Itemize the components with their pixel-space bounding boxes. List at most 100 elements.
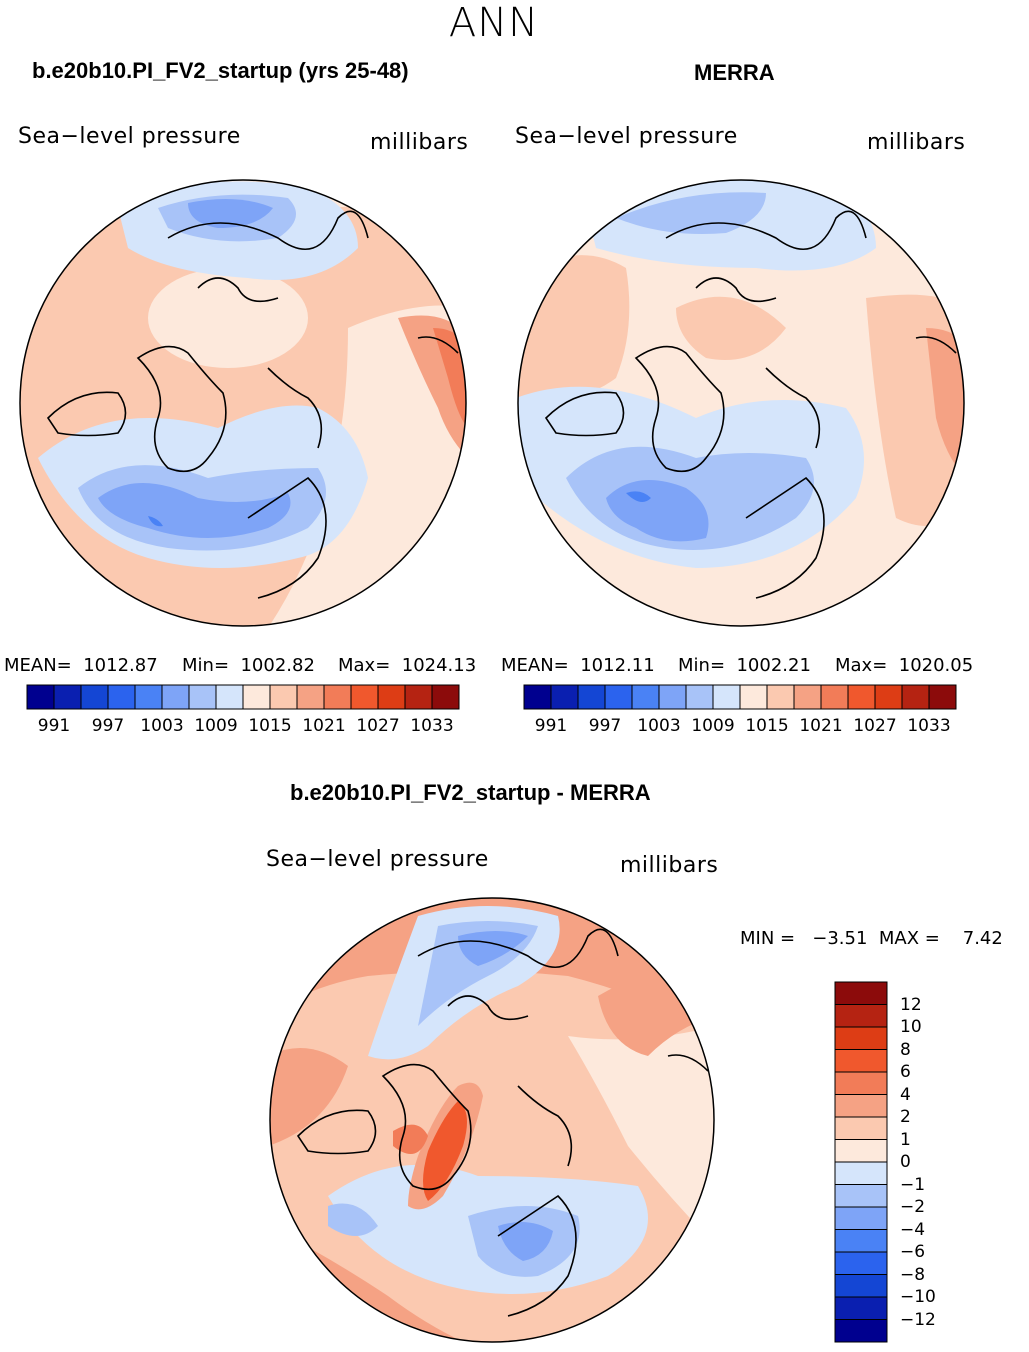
colorbar-swatch: [26, 684, 55, 710]
colorbar-tick-label: 1033: [907, 716, 951, 736]
colorbar-swatch: [834, 1274, 888, 1298]
colorbar-tick-label: 6: [900, 1062, 911, 1082]
colorbar-tick-label: 991: [534, 716, 568, 736]
diff-variable-label: Sea−level pressure: [266, 847, 489, 872]
colorbar-tick-label: −1: [900, 1174, 926, 1195]
colorbar-swatch: [577, 684, 606, 710]
colorbar-tick-label: 8: [900, 1039, 911, 1060]
colorbar-swatch: [604, 684, 633, 710]
left-max-stat: Max= 1024.13: [338, 655, 477, 676]
colorbar-swatch: [550, 684, 579, 710]
colorbar-tick-label: 1003: [140, 716, 184, 736]
right-colorbar: [523, 684, 957, 710]
right-mean-stat: MEAN= 1012.11: [501, 655, 655, 676]
left-colorbar-ticks: 991 997 1003 1009 1015 1021 1027 1033: [27, 716, 459, 738]
colorbar-swatch: [161, 684, 190, 710]
diff-panel-title: b.e20b10.PI_FV2_startup - MERRA: [290, 780, 651, 805]
left-min-stat: Min= 1002.82: [182, 655, 315, 676]
colorbar-swatch: [215, 684, 244, 710]
colorbar-swatch: [296, 684, 325, 710]
colorbar-tick-label: 1021: [799, 716, 843, 736]
colorbar-swatch: [53, 684, 82, 710]
colorbar-swatch: [834, 1206, 888, 1230]
colorbar-tick-label: 10: [900, 1017, 922, 1037]
diff-colorbar-ticks: 12 10 8 6 4 2 1 0 −1 −2 −4 −6 −8 −10 −12: [900, 982, 960, 1342]
colorbar-swatch: [901, 684, 930, 710]
right-panel-title: MERRA: [694, 60, 775, 85]
colorbar-tick-label: 997: [588, 716, 622, 736]
colorbar-tick-label: 997: [91, 716, 125, 736]
colorbar-tick-label: 1003: [637, 716, 681, 736]
colorbar-swatch: [107, 684, 136, 710]
season-title: ANN: [448, 0, 540, 46]
diff-units-label: millibars: [620, 853, 719, 878]
colorbar-tick-label: 0: [900, 1152, 911, 1172]
right-colorbar-ticks: 991 997 1003 1009 1015 1021 1027 1033: [524, 716, 956, 738]
colorbar-swatch: [834, 1094, 888, 1118]
colorbar-swatch: [874, 684, 903, 710]
colorbar-swatch: [834, 981, 888, 1005]
colorbar-swatch: [523, 684, 552, 710]
colorbar-tick-label: −12: [900, 1309, 936, 1330]
colorbar-swatch: [323, 684, 352, 710]
left-colorbar: [26, 684, 460, 710]
colorbar-swatch: [834, 1251, 888, 1275]
colorbar-swatch: [350, 684, 379, 710]
colorbar-swatch: [793, 684, 822, 710]
colorbar-tick-label: 1027: [356, 716, 400, 736]
right-max-stat: Max= 1020.05: [835, 655, 974, 676]
left-units-label: millibars: [370, 130, 469, 155]
colorbar-tick-label: 4: [900, 1084, 911, 1105]
colorbar-tick-label: 1009: [691, 716, 735, 736]
colorbar-tick-label: −8: [900, 1264, 926, 1285]
colorbar-tick-label: 12: [900, 994, 922, 1015]
right-colorbar-swatches: [523, 684, 957, 710]
colorbar-swatch: [834, 1116, 888, 1140]
colorbar-tick-label: 991: [37, 716, 71, 736]
colorbar-tick-label: 1: [900, 1129, 911, 1150]
colorbar-swatch: [739, 684, 768, 710]
left-mean-stat: MEAN= 1012.87: [4, 655, 158, 676]
colorbar-swatch: [80, 684, 109, 710]
colorbar-swatch: [431, 684, 460, 710]
colorbar-swatch: [658, 684, 687, 710]
colorbar-swatch: [834, 1026, 888, 1050]
colorbar-swatch: [834, 1319, 888, 1343]
colorbar-swatch: [377, 684, 406, 710]
diff-polar-map: [269, 897, 715, 1343]
colorbar-swatch: [269, 684, 298, 710]
colorbar-swatch: [834, 1184, 888, 1208]
diff-colorbar: [834, 981, 888, 1343]
colorbar-swatch: [766, 684, 795, 710]
right-polar-map: [517, 179, 965, 627]
colorbar-swatch: [631, 684, 660, 710]
colorbar-tick-label: −2: [900, 1197, 926, 1217]
colorbar-swatch: [134, 684, 163, 710]
left-variable-label: Sea−level pressure: [18, 124, 241, 149]
colorbar-swatch: [834, 1161, 888, 1185]
colorbar-swatch: [685, 684, 714, 710]
colorbar-tick-label: 1027: [853, 716, 897, 736]
colorbar-swatch: [847, 684, 876, 710]
left-panel-title: b.e20b10.PI_FV2_startup (yrs 25-48): [32, 58, 409, 83]
colorbar-tick-label: 1015: [248, 716, 292, 736]
left-colorbar-swatches: [26, 684, 460, 710]
colorbar-swatch: [242, 684, 271, 710]
colorbar-swatch: [834, 1229, 888, 1253]
right-variable-label: Sea−level pressure: [515, 124, 738, 149]
colorbar-tick-label: 1021: [302, 716, 346, 736]
colorbar-swatch: [834, 1296, 888, 1320]
colorbar-swatch: [188, 684, 217, 710]
colorbar-tick-label: 1009: [194, 716, 238, 736]
colorbar-tick-label: −4: [900, 1219, 926, 1240]
colorbar-swatch: [820, 684, 849, 710]
colorbar-tick-label: 1033: [410, 716, 454, 736]
colorbar-swatch: [712, 684, 741, 710]
colorbar-tick-label: 2: [900, 1107, 911, 1127]
right-min-stat: Min= 1002.21: [678, 655, 811, 676]
right-units-label: millibars: [867, 130, 966, 155]
colorbar-swatch: [404, 684, 433, 710]
diff-minmax-stat: MIN = −3.51 MAX = 7.42: [740, 928, 1003, 949]
left-polar-map: [19, 179, 467, 627]
colorbar-tick-label: −10: [900, 1287, 936, 1307]
